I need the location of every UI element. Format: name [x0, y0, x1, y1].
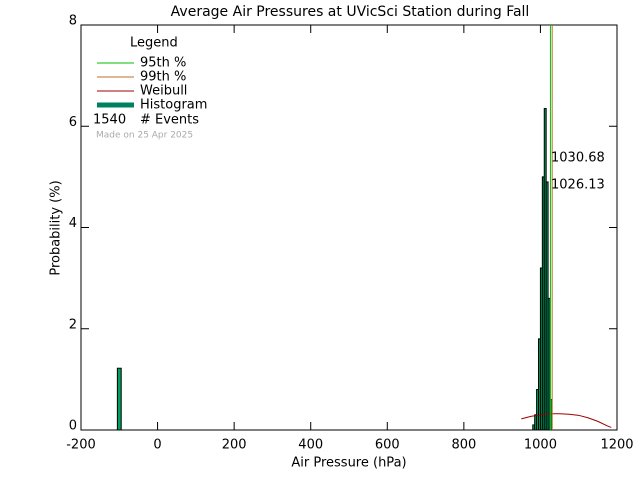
x-tick-label: 600 [375, 438, 400, 453]
legend-label: Histogram [140, 98, 207, 113]
x-tick-label: 1000 [524, 438, 557, 453]
legend-title: Legend [130, 36, 178, 51]
legend-label: 99th % [140, 70, 186, 85]
percentile-label: 1026.13 [551, 178, 605, 193]
y-tick-label: 6 [69, 115, 77, 130]
x-tick-label: 0 [153, 438, 161, 453]
y-tick-label: 2 [69, 317, 77, 332]
x-tick-label: 800 [451, 438, 476, 453]
y-axis-label: Probability (%) [49, 180, 64, 275]
chart-title: Average Air Pressures at UVicSci Station… [171, 4, 530, 20]
x-axis-label: Air Pressure (hPa) [291, 456, 406, 471]
legend-label: 95th % [140, 56, 186, 71]
y-tick-label: 4 [69, 216, 77, 231]
x-tick-label: 400 [298, 438, 323, 453]
events-count: 1540 [93, 113, 126, 128]
histogram-bar [116, 367, 122, 431]
events-label: # Events [140, 113, 199, 128]
note: Made on 25 Apr 2025 [96, 131, 193, 141]
x-tick-label: 1200 [600, 438, 633, 453]
x-tick-label: 200 [222, 438, 247, 453]
x-tick-label: -200 [66, 438, 96, 453]
y-tick-label: 8 [69, 14, 77, 29]
y-tick-label: 0 [69, 419, 77, 434]
percentile-label: 1030.68 [551, 151, 605, 166]
weibull-line [521, 413, 612, 428]
legend-label: Weibull [140, 84, 187, 99]
